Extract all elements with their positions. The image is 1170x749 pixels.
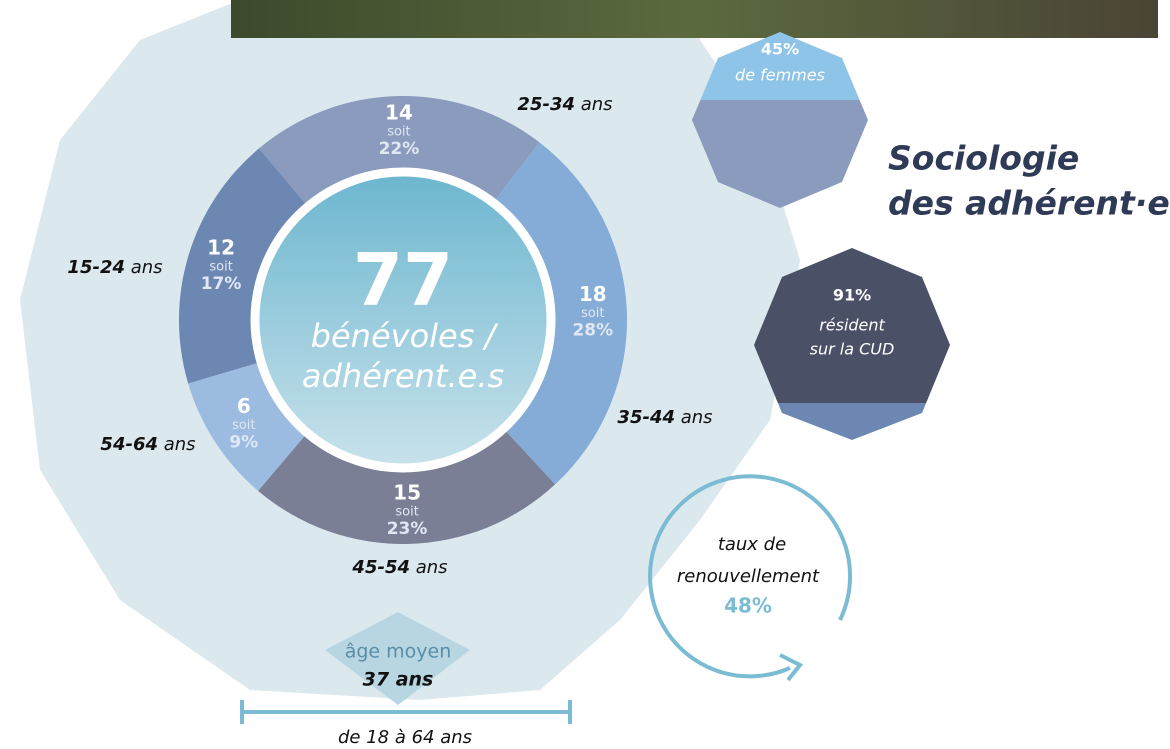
renew-label: taux de (718, 534, 786, 555)
segment-connector: soit (395, 504, 418, 519)
photo (231, 0, 1158, 38)
age-range: de 18 à 64 ans (338, 727, 472, 748)
center-label: bénévoles / (311, 317, 499, 355)
cud-label: résident (819, 316, 885, 335)
femmes-badge (692, 32, 868, 208)
center-label: adhérent.e.s (302, 357, 504, 395)
donut-segment (493, 142, 628, 485)
center-circle (250, 167, 556, 473)
age-group: 35-44 ans (617, 407, 712, 428)
segment-value: 14 (385, 101, 413, 125)
age-range: 35-44 (617, 407, 675, 428)
segment-connector: soit (581, 306, 604, 321)
age-unit: ans (416, 557, 448, 578)
age-group: 45-54 ans (351, 557, 447, 578)
age-range: 15-24 (67, 257, 125, 278)
age-group: 54-64 ans (100, 434, 195, 455)
title: des adhérent·e·s (888, 184, 1170, 223)
age-group: 15-24 ans (67, 257, 162, 278)
age-unit: ans (581, 94, 613, 115)
age-unit: ans (131, 257, 163, 278)
age-unit: ans (164, 434, 196, 455)
renew-value: 48% (724, 594, 772, 618)
segment-value: 6 (237, 394, 251, 418)
femmes-value: 45% (761, 40, 799, 59)
segment-connector: soit (209, 260, 232, 275)
range-bar (240, 700, 572, 724)
donut-segment (188, 361, 308, 491)
segment-share: 28% (572, 320, 613, 340)
renew-ring (648, 474, 852, 679)
age-diamond (325, 612, 470, 705)
segment-share: 22% (379, 139, 420, 159)
cud-value: 91% (833, 286, 871, 305)
center-number: 77 (353, 238, 453, 322)
donut-segment (259, 96, 540, 207)
title: Sociologie (888, 139, 1079, 178)
age-range: 25-34 (517, 94, 575, 115)
renew-arrow (779, 653, 804, 682)
age-range: 54-64 (100, 434, 158, 455)
age-unit: ans (681, 407, 713, 428)
femmes-label: de femmes (735, 66, 825, 85)
segment-value: 15 (393, 480, 421, 504)
segment-value: 12 (207, 236, 235, 260)
segment-value: 18 (579, 282, 607, 306)
renew-label: renouvellement (677, 566, 820, 587)
age-value: 37 ans (363, 669, 434, 691)
age-label: âge moyen (345, 641, 452, 663)
segment-share: 17% (201, 274, 242, 294)
donut-segment (258, 428, 556, 544)
donut-segment (178, 148, 308, 384)
segment-share: 9% (229, 433, 258, 453)
age-group: 25-34 ans (517, 94, 612, 115)
age-range: 45-54 (351, 557, 410, 578)
segment-share: 23% (387, 519, 428, 539)
segment-connector: soit (387, 125, 410, 140)
segment-connector: soit (232, 418, 255, 433)
cud-label: sur la CUD (810, 340, 895, 359)
